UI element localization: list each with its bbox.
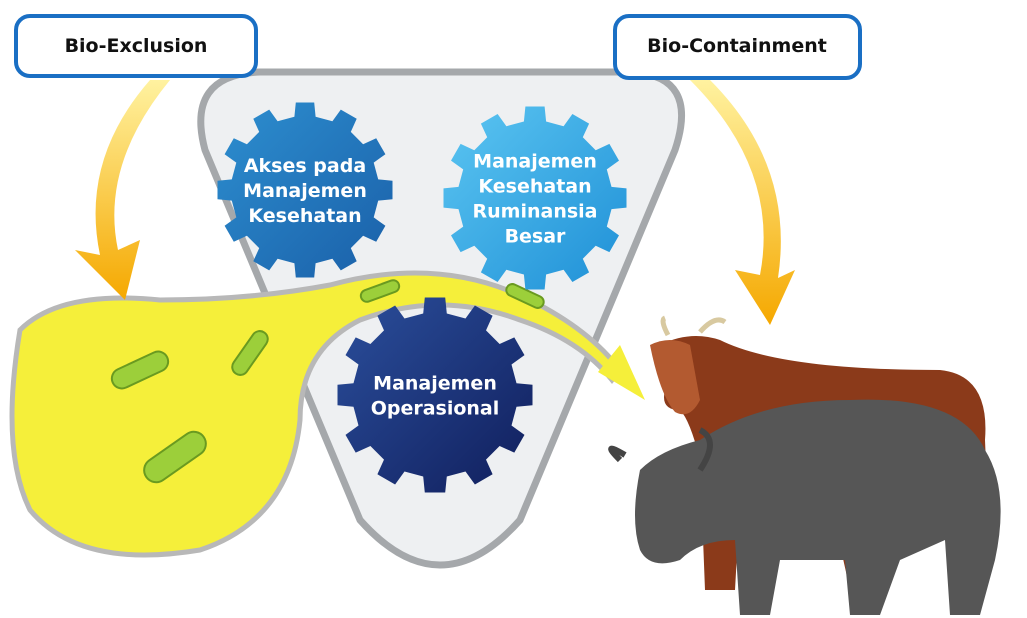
gear-label: Kesehatan — [248, 205, 361, 227]
gear-label: Besar — [505, 226, 566, 248]
diagram: Bio-Exclusion Bio-Containment Akses pada… — [0, 0, 1027, 618]
gear-label: Kesehatan — [478, 176, 591, 198]
gear-label: Manajemen — [473, 151, 597, 173]
gear-label: Operasional — [371, 398, 500, 420]
arrow-left — [75, 80, 170, 300]
arrow-right — [690, 80, 795, 325]
gear-label: Manajemen — [243, 180, 367, 202]
label-text: Bio-Containment — [647, 35, 827, 57]
cattle — [611, 318, 1001, 615]
gear-label: Ruminansia — [473, 201, 598, 223]
gear-label: Manajemen — [373, 373, 497, 395]
gear-label: Akses pada — [244, 155, 366, 177]
label-text: Bio-Exclusion — [65, 35, 208, 57]
